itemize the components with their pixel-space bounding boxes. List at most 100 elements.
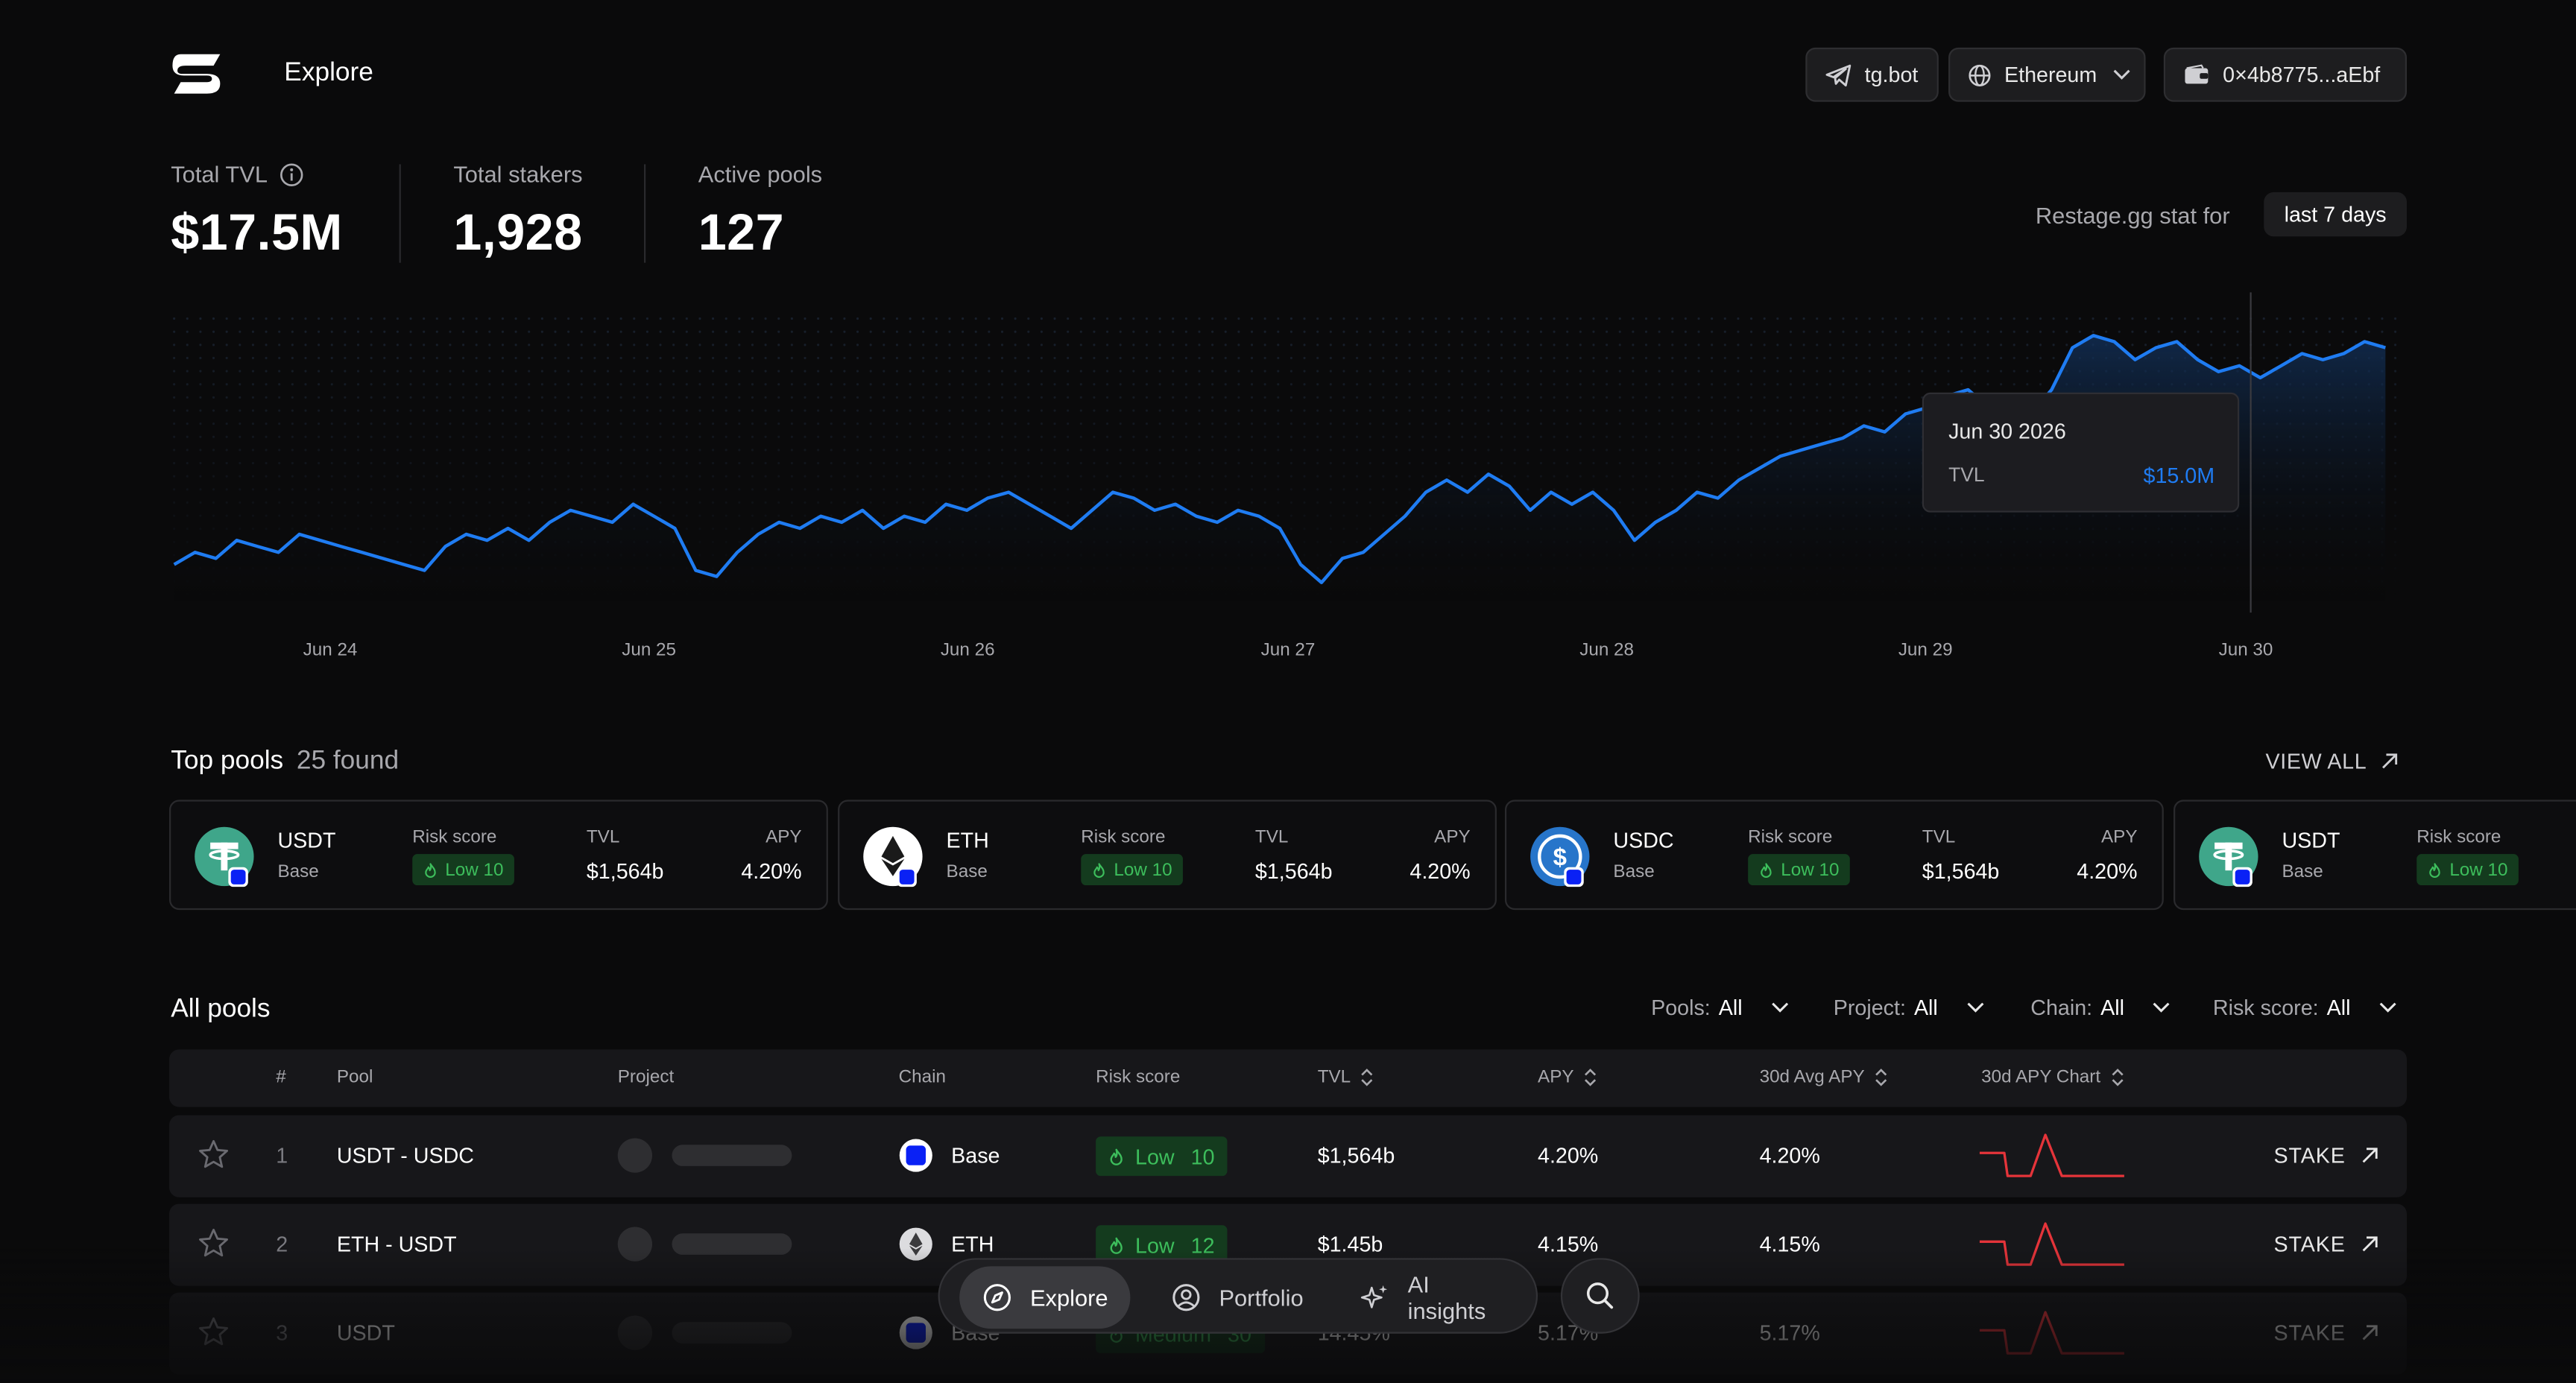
project-avatar-placeholder: [617, 1227, 653, 1262]
apy-sparkline: [1979, 1311, 2124, 1355]
risk-badge-label: Low 10: [1114, 859, 1172, 880]
period-selector[interactable]: last 7 days: [2264, 192, 2408, 237]
all-pools-heading: All pools: [171, 995, 271, 1024]
col-30d-apy-chart[interactable]: 30d APY Chart: [1981, 1068, 2124, 1087]
filter-label: Chain:: [2030, 995, 2093, 1020]
card-apy: 4.20%: [741, 858, 802, 884]
sort-icon: [1361, 1069, 1373, 1086]
project-name-placeholder: [672, 1322, 792, 1344]
info-icon[interactable]: [279, 162, 303, 186]
wallet-icon: [2185, 64, 2209, 84]
col-tvl[interactable]: TVL: [1318, 1068, 1374, 1087]
chevron-down-icon: [1771, 1002, 1788, 1013]
filter-dropdown[interactable]: Project: All: [1834, 996, 1984, 1020]
project-avatar-placeholder: [617, 1138, 653, 1173]
filter-dropdown[interactable]: Risk score: All: [2213, 996, 2396, 1020]
network-selector[interactable]: Ethereum: [1948, 47, 2146, 102]
card-tvl: $1,564b: [1922, 858, 2000, 884]
stake-button[interactable]: STAKE: [2273, 1320, 2378, 1345]
risk-level: Low: [1135, 1144, 1175, 1169]
flame-icon: [1110, 1236, 1123, 1253]
pool-30d-avg-apy: 4.15%: [1759, 1232, 1820, 1257]
filter-value: All: [2326, 995, 2351, 1020]
network-label: Ethereum: [2004, 62, 2097, 87]
chain-name: Base: [951, 1143, 1000, 1168]
risk-level: Low: [1135, 1232, 1175, 1258]
star-icon[interactable]: [197, 1227, 230, 1259]
filter-value: All: [2100, 995, 2124, 1020]
col-tvl-label: TVL: [1317, 1067, 1351, 1088]
risk-badge: Low 10: [412, 854, 515, 886]
filter-dropdown[interactable]: Pools: All: [1651, 996, 1788, 1020]
table-row[interactable]: 1 USDT - USDC Base Low 10 $1,564b 4.20% 4.20% ST…: [169, 1115, 2408, 1197]
card-apy-label: APY: [765, 827, 802, 848]
chain-name: ETH: [951, 1232, 994, 1257]
star-icon[interactable]: [197, 1315, 230, 1348]
arrow-up-right-icon: [2361, 1325, 2377, 1341]
nav-label: AI insights: [1407, 1270, 1486, 1324]
card-token: USDT: [277, 827, 336, 852]
card-apy: 4.20%: [1409, 858, 1471, 884]
col-30d-avg-apy[interactable]: 30d Avg APY: [1760, 1068, 1888, 1087]
col-apy[interactable]: APY: [1538, 1068, 1597, 1087]
stat-label: Active pools: [698, 161, 823, 188]
telegram-icon: [1825, 63, 1852, 86]
telegram-label: tg.bot: [1864, 62, 1919, 87]
card-tvl-label: TVL: [1922, 827, 1956, 848]
x-tick-label: Jun 25: [622, 639, 676, 659]
wallet-button[interactable]: 0×4b8775...aEbf: [2163, 47, 2408, 102]
card-tvl-label: TVL: [586, 827, 620, 848]
col-30d-avg-apy-label: 30d Avg APY: [1759, 1067, 1865, 1088]
stat-active-pools: Active pools 127: [698, 161, 822, 263]
col-apy-label: APY: [1538, 1067, 1574, 1088]
col-index: #: [276, 1067, 286, 1088]
filter-label: Pools:: [1651, 995, 1711, 1020]
stat-total-stakers: Total stakers 1,928: [453, 161, 582, 263]
card-risk-label: Risk score: [1081, 827, 1166, 848]
usdc-coin-icon: $: [1530, 826, 1591, 887]
stat-total-tvl: Total TVL $17.5M: [171, 161, 343, 263]
pool-card[interactable]: ETH Base Risk score Low 10 TVL $1,564b APY 4.20…: [838, 800, 1497, 911]
flame-icon: [1761, 862, 1772, 877]
stake-button[interactable]: STAKE: [2273, 1143, 2378, 1168]
pool-card[interactable]: $ USDC Base Risk score Low 10 TVL $1,564b APY 4.…: [1504, 800, 2164, 911]
divider: [644, 164, 646, 263]
arrow-up-right-icon: [2361, 1236, 2377, 1252]
nav-ai-insights[interactable]: AI insights: [1337, 1266, 1536, 1329]
card-risk-label: Risk score: [412, 827, 497, 848]
page-title: Explore: [284, 59, 373, 87]
star-icon[interactable]: [197, 1138, 230, 1171]
x-tick-label: Jun 30: [2219, 639, 2273, 659]
apy-sparkline: [1979, 1222, 2124, 1266]
col-risk-score: Risk score: [1096, 1067, 1181, 1088]
restage-logo[interactable]: [171, 53, 224, 95]
card-tvl: $1,564b: [1254, 858, 1333, 884]
view-all-link[interactable]: VIEW ALL: [2265, 749, 2398, 773]
sort-icon: [1585, 1069, 1597, 1086]
card-tvl-label: TVL: [1254, 827, 1289, 848]
search-icon: [1586, 1282, 1614, 1309]
filter-dropdown[interactable]: Chain: All: [2030, 996, 2170, 1020]
chevron-down-icon: [2114, 69, 2131, 80]
project-avatar-placeholder: [617, 1315, 653, 1350]
arrow-up-right-icon: [2361, 1148, 2377, 1163]
usdt-coin-icon: [194, 826, 255, 887]
search-button[interactable]: [1560, 1258, 1640, 1334]
nav-label: Explore: [1029, 1284, 1108, 1311]
pool-name: ETH - USDT: [336, 1232, 457, 1257]
nav-portfolio[interactable]: Portfolio: [1149, 1266, 1327, 1329]
eth-chain-icon: [899, 1227, 933, 1261]
risk-score: 12: [1190, 1232, 1215, 1258]
chevron-down-icon: [1966, 1002, 1983, 1013]
row-index: 2: [276, 1232, 288, 1257]
stake-button[interactable]: STAKE: [2273, 1232, 2378, 1256]
nav-explore[interactable]: Explore: [959, 1266, 1131, 1329]
card-token: ETH: [946, 827, 989, 852]
row-index: 1: [276, 1143, 288, 1168]
telegram-button[interactable]: tg.bot: [1805, 47, 1938, 102]
x-tick-label: Jun 24: [303, 639, 358, 659]
stat-value: 1,928: [453, 203, 583, 262]
usdt-coin-icon: [2198, 826, 2259, 887]
